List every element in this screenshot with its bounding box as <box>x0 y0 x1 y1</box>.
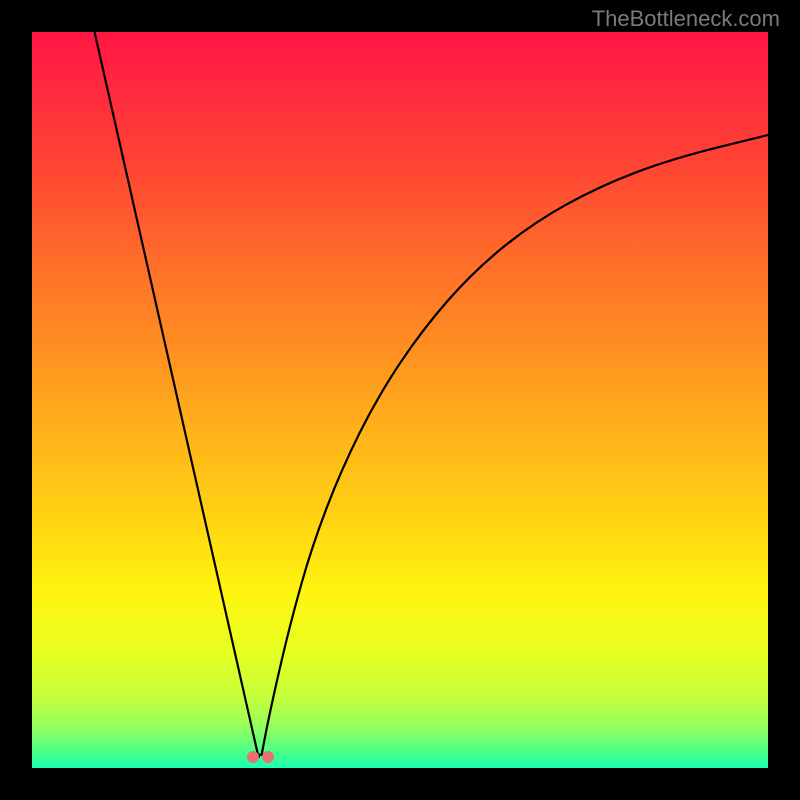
watermark-text: TheBottleneck.com <box>592 6 780 32</box>
plot-area <box>32 32 768 768</box>
chart-container: TheBottleneck.com <box>0 0 800 800</box>
valley-marker-0 <box>247 751 259 763</box>
valley-marker-1 <box>262 751 274 763</box>
bottleneck-curve <box>32 32 768 768</box>
